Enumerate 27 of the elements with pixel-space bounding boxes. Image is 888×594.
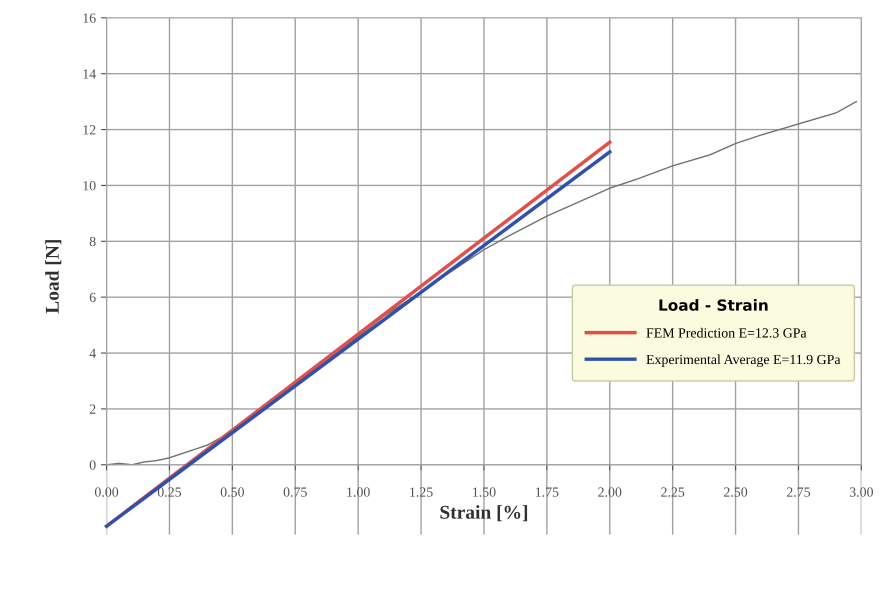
y-tick-label: 16 xyxy=(83,13,96,23)
y-tick-label: 6 xyxy=(90,292,96,302)
y-tick-label: 12 xyxy=(83,125,96,134)
x-tick-label: 1.75 xyxy=(536,487,558,497)
x-tick-label: 2.25 xyxy=(661,487,684,497)
x-tick-label: 0.00 xyxy=(94,487,118,497)
y-tick-label: 10 xyxy=(83,181,96,190)
legend-label: Experimental Average E=11.9 GPa xyxy=(646,354,840,368)
x-tick-label: 0.50 xyxy=(220,487,244,497)
x-axis-title: Strain [%] xyxy=(440,505,528,522)
y-axis-title: Load [N] xyxy=(45,240,62,314)
x-tick-label: 3.00 xyxy=(850,487,873,497)
y-tick-label: 0 xyxy=(90,460,96,470)
y-tick-label: 8 xyxy=(90,236,96,246)
x-tick-label: 1.25 xyxy=(410,487,433,497)
x-tick-label: 1.50 xyxy=(473,487,496,497)
legend-title: Load - Strain xyxy=(659,299,768,311)
x-tick-label: 2.50 xyxy=(724,487,748,497)
x-tick-label: 1.00 xyxy=(347,487,370,497)
y-tick-label: 2 xyxy=(90,404,96,414)
x-tick-label: 2.75 xyxy=(786,487,810,497)
y-tick-label: 4 xyxy=(89,348,96,358)
x-tick-label: 2.00 xyxy=(598,487,622,497)
x-tick-label: 0.75 xyxy=(284,487,307,497)
y-tick-label: 14 xyxy=(83,69,96,79)
x-tick-label: 0.25 xyxy=(158,487,182,497)
legend-label: FEM Prediction E=12.3 GPa xyxy=(646,328,806,338)
